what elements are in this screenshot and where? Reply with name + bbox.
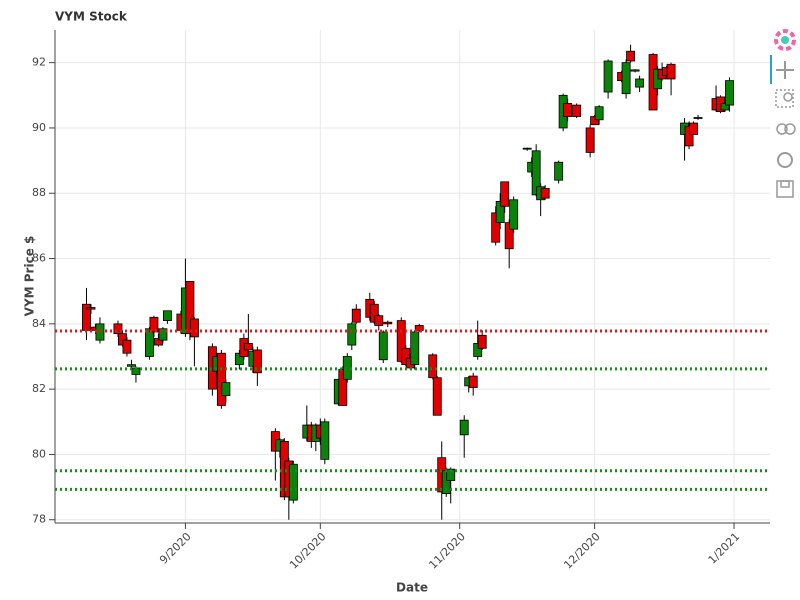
- candle-body: [468, 375, 478, 388]
- candle-body: [689, 122, 699, 135]
- y-axis-label: VYM Price $: [23, 236, 37, 317]
- y-tick-label: 88: [32, 186, 46, 199]
- box-zoom-tool[interactable]: [775, 89, 794, 108]
- candle-body: [477, 334, 487, 349]
- candle-body: [378, 331, 388, 361]
- pan-tool[interactable]: [776, 61, 794, 79]
- candle-body: [414, 325, 424, 331]
- candle-body: [252, 349, 262, 374]
- candle-body: [585, 127, 595, 153]
- candle-body: [531, 150, 541, 196]
- candle-body: [162, 310, 172, 321]
- candle-body: [500, 181, 510, 207]
- candle-body: [572, 104, 582, 117]
- y-tick-label: 78: [32, 513, 46, 526]
- candle-body: [410, 331, 420, 366]
- x-tick-label: 9/2020: [157, 530, 194, 567]
- candle-body: [428, 354, 438, 379]
- candle-body: [630, 69, 640, 72]
- candle-body: [221, 382, 231, 397]
- candle-body: [540, 187, 550, 199]
- candle-body: [185, 280, 195, 335]
- x-tick-label: 10/2020: [287, 530, 329, 572]
- y-tick-label: 80: [32, 447, 46, 460]
- candle-body: [396, 320, 406, 362]
- y-tick-label: 84: [32, 317, 46, 330]
- bokeh-logo: [774, 29, 796, 51]
- y-tick-label: 86: [32, 252, 46, 265]
- save-tool[interactable]: [776, 180, 794, 198]
- candle-body: [594, 106, 604, 121]
- candle-body: [563, 103, 573, 117]
- candle-body: [446, 468, 456, 481]
- x-axis-label: Date: [396, 581, 428, 595]
- candle-body: [288, 463, 298, 501]
- candle-body: [320, 421, 330, 460]
- candle-body: [522, 147, 532, 150]
- candle-body: [351, 308, 361, 323]
- candle-body: [158, 328, 168, 341]
- candle-body: [459, 419, 469, 436]
- candle-body: [95, 323, 105, 341]
- candle-body: [554, 161, 564, 181]
- candle-body: [243, 343, 253, 351]
- candle-body: [504, 222, 514, 250]
- candle-body: [509, 199, 519, 230]
- candle-body: [693, 117, 703, 119]
- x-tick-label: 11/2020: [426, 530, 468, 572]
- chart-title: VYM Stock: [55, 10, 128, 24]
- candle-body: [347, 323, 357, 346]
- candle-body: [603, 60, 613, 93]
- candle-body: [144, 328, 154, 357]
- candle-body: [374, 315, 384, 326]
- wheel-zoom-tool[interactable]: [776, 123, 796, 135]
- candle-body: [86, 307, 96, 310]
- x-tick-label: 12/2020: [561, 530, 603, 572]
- candle-body: [369, 303, 379, 323]
- candle-body: [216, 352, 226, 406]
- candle-body: [149, 316, 159, 333]
- y-tick-label: 82: [32, 382, 46, 395]
- candle-body: [432, 377, 442, 416]
- reset-tool[interactable]: [777, 152, 793, 168]
- candle-body: [684, 125, 694, 147]
- candle-body: [626, 50, 636, 62]
- candle-body: [383, 321, 393, 325]
- candle-body: [338, 369, 348, 406]
- candle-body: [621, 62, 631, 95]
- y-tick-label: 90: [32, 121, 46, 134]
- candle-body: [666, 63, 676, 80]
- candle-body: [725, 80, 734, 106]
- y-tick-label: 92: [32, 56, 46, 69]
- candle-body: [126, 364, 136, 367]
- candle-body: [113, 323, 123, 335]
- toolbar: [770, 29, 796, 198]
- candle-body: [189, 318, 199, 338]
- x-tick-label: 1/2021: [706, 530, 743, 567]
- candle-body: [122, 339, 132, 354]
- candle-body: [635, 78, 645, 88]
